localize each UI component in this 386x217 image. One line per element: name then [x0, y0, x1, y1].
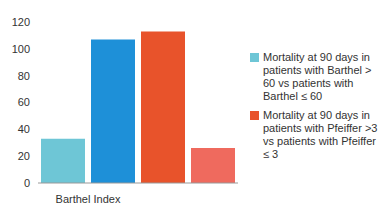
svg-text:Barthel Index: Barthel Index: [56, 193, 121, 205]
svg-text:100: 100: [12, 43, 30, 55]
svg-text:20: 20: [18, 150, 30, 162]
svg-text:120: 120: [12, 16, 30, 28]
svg-text:0: 0: [24, 177, 30, 189]
html-text:Mortality at 90 days in patien: Mortality at 90 days in patients with Ba…: [263, 50, 372, 102]
svg-text:80: 80: [18, 70, 30, 82]
html-text:Mortality at 90 days in patien: Mortality at 90 days in patients with Pf…: [263, 108, 378, 160]
svg-text:40: 40: [18, 123, 30, 135]
svg-text:60: 60: [18, 96, 30, 108]
